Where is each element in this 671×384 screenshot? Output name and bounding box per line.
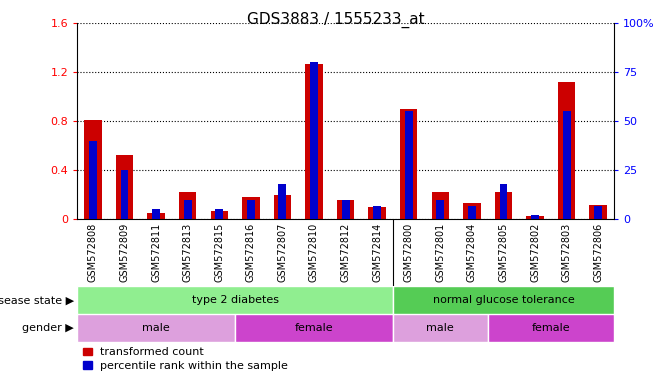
Text: GSM572813: GSM572813 bbox=[183, 223, 193, 282]
Bar bbox=[595, 205, 602, 219]
Bar bbox=[179, 192, 197, 219]
Text: disease state ▶: disease state ▶ bbox=[0, 295, 74, 305]
Text: GSM572802: GSM572802 bbox=[530, 223, 540, 282]
Bar bbox=[463, 203, 480, 219]
Bar bbox=[590, 205, 607, 219]
Bar bbox=[373, 205, 381, 219]
Bar bbox=[116, 156, 134, 219]
Text: GSM572808: GSM572808 bbox=[88, 223, 98, 282]
Bar bbox=[495, 192, 512, 219]
Text: GSM572803: GSM572803 bbox=[562, 223, 572, 282]
Bar bbox=[499, 184, 507, 219]
Bar bbox=[247, 200, 255, 219]
Bar bbox=[488, 314, 614, 342]
Bar bbox=[526, 215, 544, 219]
Text: GSM572814: GSM572814 bbox=[372, 223, 382, 282]
Bar bbox=[558, 82, 575, 219]
Text: female: female bbox=[531, 323, 570, 333]
Bar bbox=[310, 62, 318, 219]
Text: type 2 diabetes: type 2 diabetes bbox=[191, 295, 278, 305]
Bar bbox=[431, 192, 449, 219]
Bar bbox=[121, 170, 128, 219]
Bar bbox=[405, 111, 413, 219]
Bar bbox=[305, 63, 323, 219]
Bar bbox=[393, 314, 488, 342]
Bar bbox=[393, 286, 614, 314]
Bar bbox=[242, 197, 260, 219]
Text: gender ▶: gender ▶ bbox=[22, 323, 74, 333]
Bar bbox=[337, 200, 354, 219]
Bar bbox=[563, 111, 570, 219]
Bar bbox=[85, 120, 101, 219]
Text: GSM572810: GSM572810 bbox=[309, 223, 319, 282]
Text: male: male bbox=[426, 323, 454, 333]
Text: GSM572805: GSM572805 bbox=[499, 223, 509, 282]
Bar bbox=[152, 209, 160, 219]
Text: GSM572811: GSM572811 bbox=[151, 223, 161, 282]
Bar bbox=[400, 109, 417, 219]
Text: GSM572807: GSM572807 bbox=[277, 223, 287, 282]
Bar bbox=[184, 200, 192, 219]
Bar bbox=[148, 213, 165, 219]
Text: GSM572812: GSM572812 bbox=[341, 223, 350, 282]
Bar bbox=[211, 211, 228, 219]
Text: GSM572804: GSM572804 bbox=[467, 223, 477, 282]
Bar bbox=[342, 200, 350, 219]
Bar bbox=[531, 215, 539, 219]
Bar bbox=[77, 286, 393, 314]
Text: GSM572816: GSM572816 bbox=[246, 223, 256, 282]
Text: GSM572806: GSM572806 bbox=[593, 223, 603, 282]
Bar bbox=[215, 209, 223, 219]
Bar bbox=[89, 141, 97, 219]
Bar bbox=[436, 200, 444, 219]
Text: normal glucose tolerance: normal glucose tolerance bbox=[433, 295, 574, 305]
Text: GSM572809: GSM572809 bbox=[119, 223, 130, 282]
Bar bbox=[278, 184, 287, 219]
Legend: transformed count, percentile rank within the sample: transformed count, percentile rank withi… bbox=[83, 348, 289, 371]
Text: GSM572801: GSM572801 bbox=[435, 223, 446, 282]
Bar bbox=[368, 207, 386, 219]
Bar bbox=[77, 314, 235, 342]
Bar bbox=[235, 314, 393, 342]
Text: GDS3883 / 1555233_at: GDS3883 / 1555233_at bbox=[247, 12, 424, 28]
Text: male: male bbox=[142, 323, 170, 333]
Text: GSM572815: GSM572815 bbox=[214, 223, 224, 282]
Bar bbox=[274, 195, 291, 219]
Text: GSM572800: GSM572800 bbox=[404, 223, 414, 282]
Bar bbox=[468, 205, 476, 219]
Text: female: female bbox=[295, 323, 333, 333]
